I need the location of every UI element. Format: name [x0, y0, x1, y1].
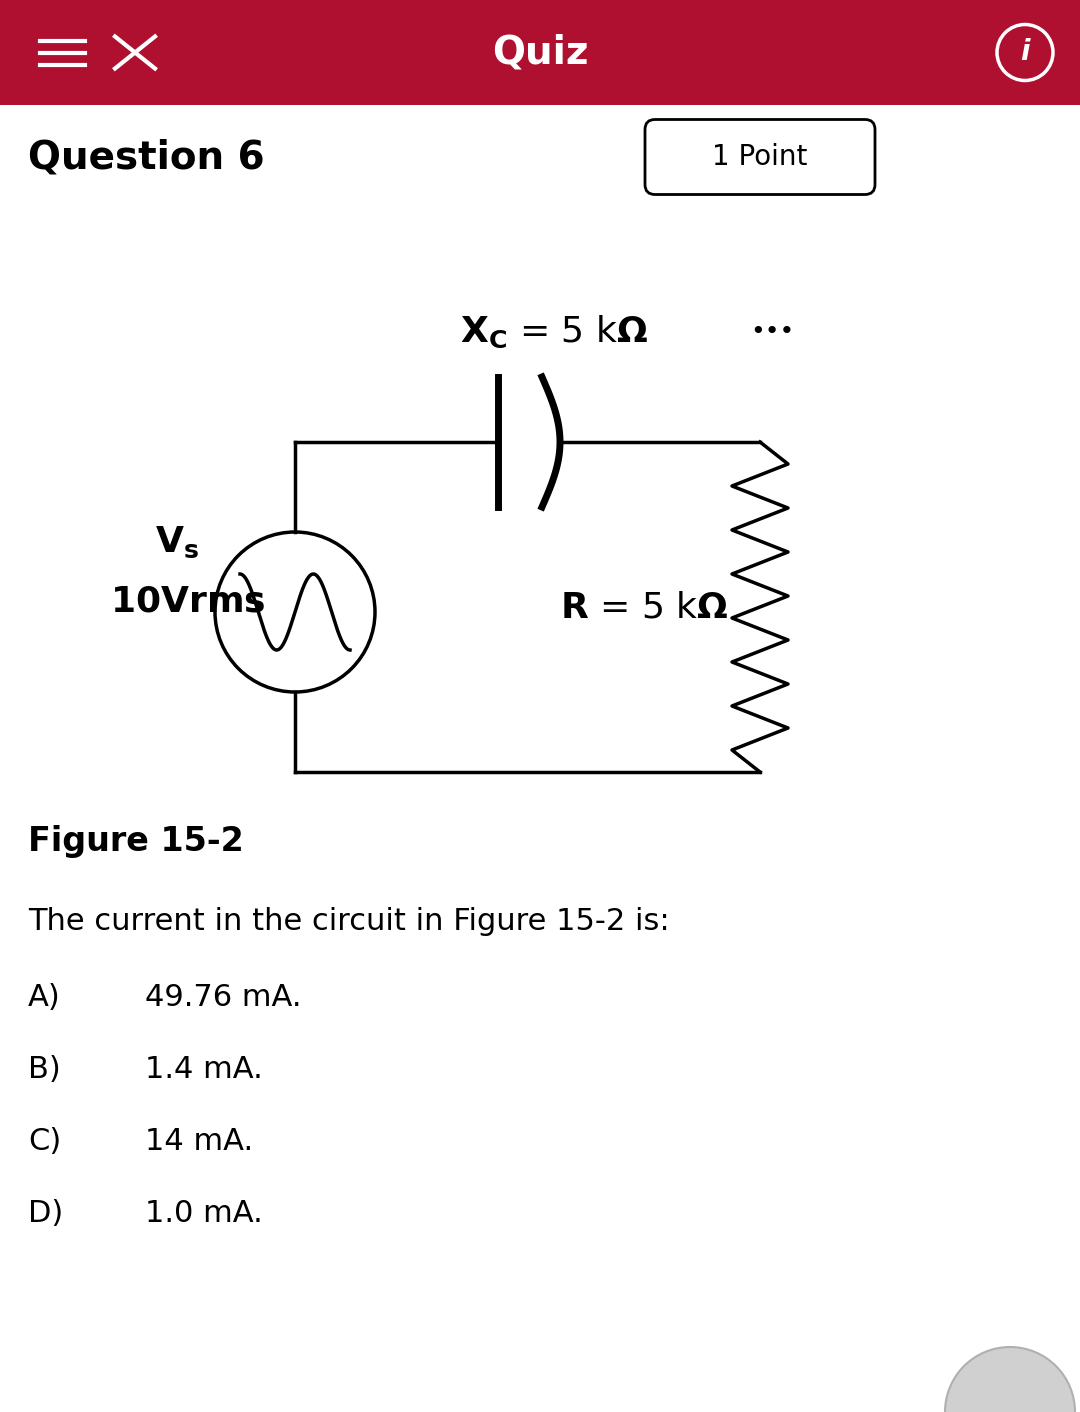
Text: 1.0 mA.: 1.0 mA.: [145, 1199, 262, 1227]
Text: A): A): [28, 983, 60, 1011]
Text: 1.4 mA.: 1.4 mA.: [145, 1055, 262, 1083]
Text: Quiz: Quiz: [491, 34, 589, 72]
Text: 49.76 mA.: 49.76 mA.: [145, 983, 301, 1011]
Text: C): C): [28, 1127, 62, 1155]
Bar: [0, 0, 1080, 104]
Text: The current in the circuit in Figure 15-2 is:: The current in the circuit in Figure 15-…: [28, 908, 670, 936]
Text: $\mathbf{R}$ = 5 k$\mathbf{\Omega}$: $\mathbf{R}$ = 5 k$\mathbf{\Omega}$: [561, 590, 728, 624]
Text: 1 Point: 1 Point: [713, 143, 808, 171]
Text: D): D): [28, 1199, 64, 1227]
Text: •••: •••: [750, 321, 794, 345]
FancyBboxPatch shape: [645, 120, 875, 195]
Text: $\mathbf{X_C}$ = 5 k$\mathbf{\Omega}$: $\mathbf{X_C}$ = 5 k$\mathbf{\Omega}$: [460, 313, 648, 350]
Text: $\mathbf{10Vrms}$: $\mathbf{10Vrms}$: [110, 585, 266, 618]
Text: Figure 15-2: Figure 15-2: [28, 826, 244, 858]
Circle shape: [945, 1347, 1075, 1412]
Text: i: i: [1021, 38, 1029, 66]
Text: $\mathbf{V_s}$: $\mathbf{V_s}$: [156, 524, 199, 559]
Text: B): B): [28, 1055, 60, 1083]
Text: 14 mA.: 14 mA.: [145, 1127, 253, 1155]
Text: Question 6: Question 6: [28, 138, 265, 176]
